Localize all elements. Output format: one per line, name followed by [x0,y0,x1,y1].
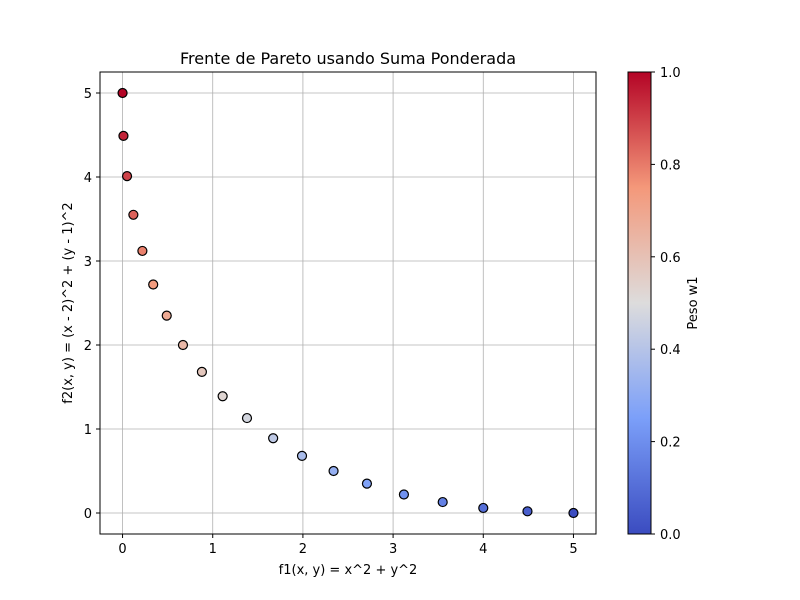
x-tick-label: 1 [209,542,217,557]
colorbar-tick-label: 0.2 [660,436,681,451]
colorbar-tick-label: 1.0 [660,66,681,81]
x-tick-label: 2 [299,542,307,557]
data-points [117,87,579,519]
colorbar-tick-label: 0.4 [660,343,681,358]
colorbar-tick-label: 0.8 [660,158,681,173]
data-point [296,450,308,461]
data-point [268,433,279,444]
colorbar-label: Peso w1 [686,276,701,329]
y-tick-label: 2 [84,339,92,354]
data-point [328,465,339,477]
data-point [128,209,139,220]
data-point [161,310,172,321]
y-axis: 0 1 2 3 4 5 [84,87,100,522]
data-point [217,391,228,402]
data-point [568,507,579,519]
x-tick-label: 0 [118,542,126,557]
colorbar-tick-label: 0.6 [660,251,681,266]
y-axis-label: f2(x, y) = (x - 2)^2 + (y - 1)^2 [61,202,76,403]
x-tick-label: 4 [479,542,487,557]
data-point [398,489,410,500]
colorbar-tick-label: 0.0 [660,528,681,543]
x-axis-label: f1(x, y) = x^2 + y^2 [279,563,418,578]
grid-lines [100,72,596,534]
y-tick-label: 1 [84,423,92,438]
x-tick-label: 5 [569,542,577,557]
y-tick-label: 3 [84,255,92,270]
x-axis: 0 1 2 3 4 5 [118,534,578,557]
y-tick-label: 0 [84,507,92,522]
chart-title: Frente de Pareto usando Suma Ponderada [180,49,516,68]
y-tick-label: 5 [84,87,92,102]
colorbar-axis: 0.0 0.2 0.4 0.6 0.8 1.0 [651,66,681,543]
colorbar [627,71,652,535]
data-point [121,171,133,182]
data-point [437,496,448,508]
x-tick-label: 3 [389,542,397,557]
data-point [117,87,128,99]
data-point [137,245,148,257]
plot-area-frame [99,71,597,535]
y-tick-label: 4 [84,171,92,186]
data-point [478,502,489,514]
data-point [177,339,189,351]
data-point [241,412,253,424]
data-point [196,366,208,377]
data-point [148,279,159,290]
data-point [361,478,373,489]
data-point [118,130,129,141]
data-point [522,506,533,517]
